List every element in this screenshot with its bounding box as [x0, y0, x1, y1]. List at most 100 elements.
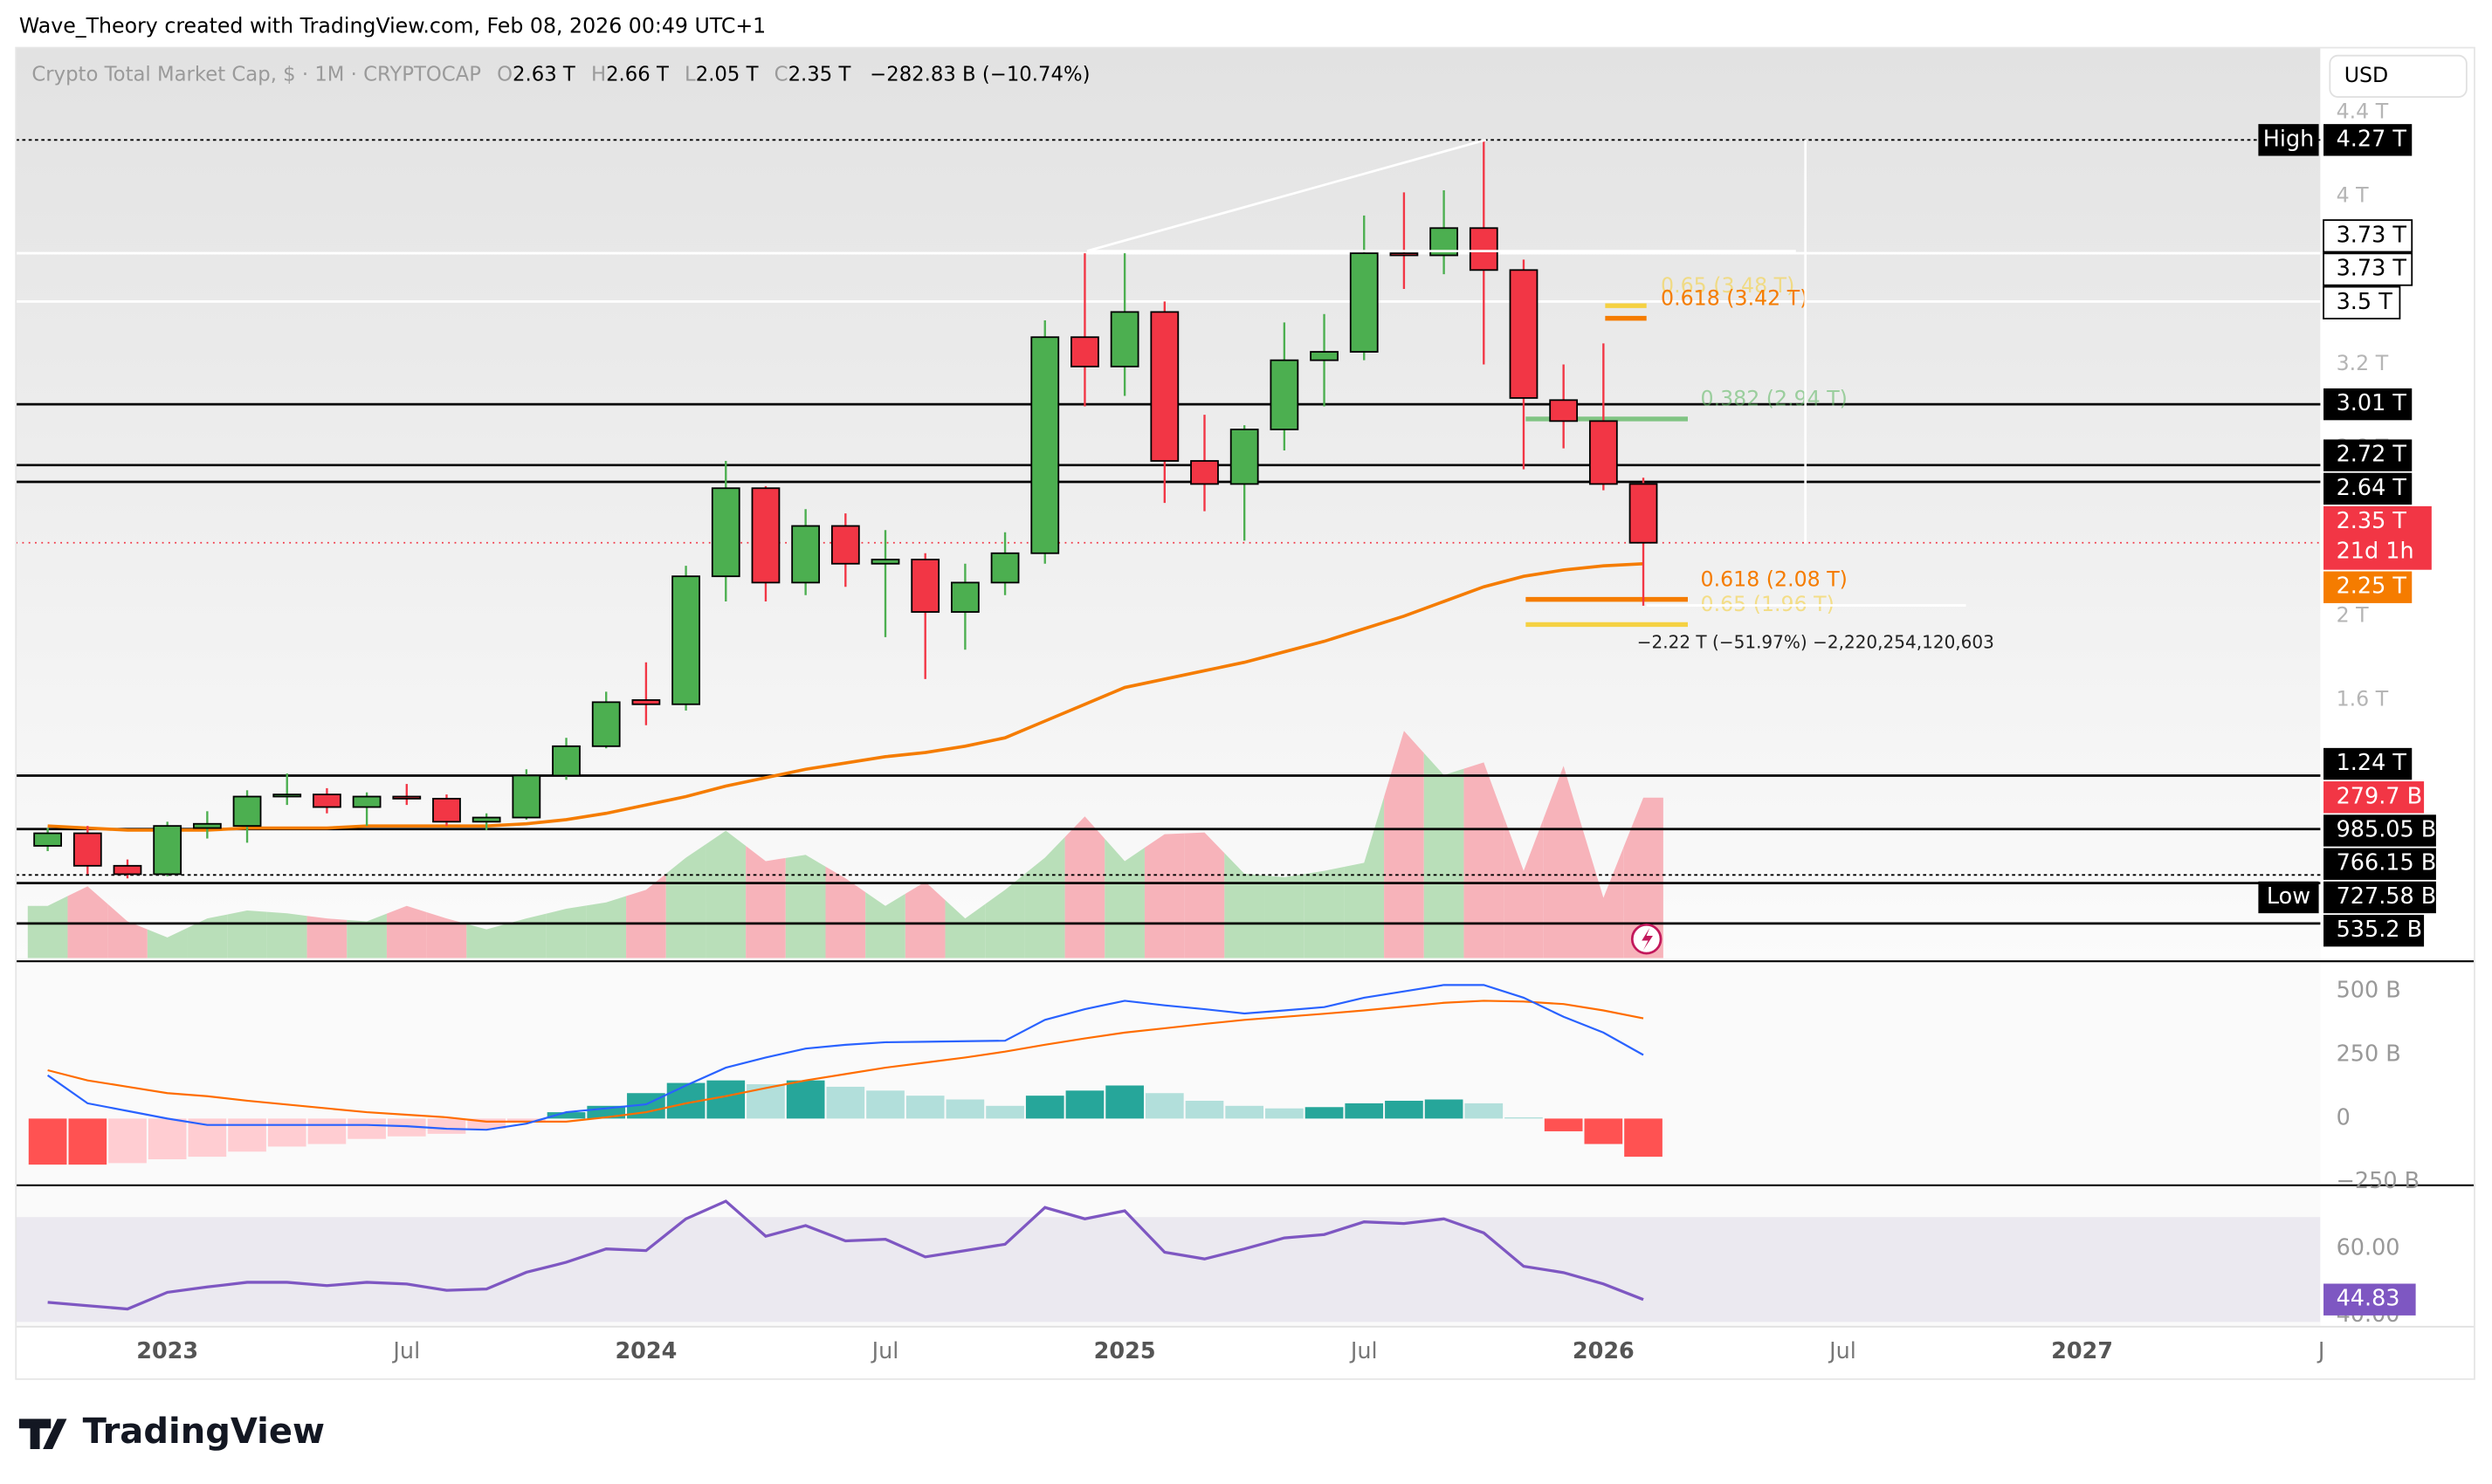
volume-area — [227, 910, 267, 958]
volume-area — [1543, 766, 1584, 958]
macd-histogram-bar — [786, 1080, 825, 1119]
candle-body — [830, 525, 860, 565]
price-tag-label: 766.15 B — [2337, 850, 2437, 876]
volume-area — [985, 873, 1025, 958]
macd-histogram-bar — [905, 1096, 945, 1119]
x-tick-label: Jul — [1349, 1338, 1378, 1364]
y-tick-label: −250 B — [2337, 1168, 2420, 1194]
price-tag-label: 3.73 T — [2337, 222, 2407, 248]
rsi-tag-label: 44.83 — [2337, 1286, 2400, 1312]
volume-area — [1224, 853, 1265, 958]
candle-body — [711, 487, 740, 578]
price-tag — [2323, 124, 2413, 156]
change: −282.83 B (−10.74%) — [870, 63, 1090, 86]
price-tag-label: 279.7 B — [2337, 783, 2422, 809]
macd-histogram-bar — [427, 1118, 466, 1134]
price-tag — [2323, 505, 2432, 570]
volume-area — [825, 866, 866, 958]
y-tick-label: 0 — [2337, 1104, 2351, 1130]
volume-area — [1384, 731, 1424, 958]
ema-line — [47, 561, 1644, 832]
rsi-line — [47, 1199, 1644, 1311]
extreme-tag — [2258, 881, 2319, 914]
candle-body — [1110, 311, 1139, 368]
macd-histogram-bar — [507, 1118, 546, 1122]
y-tick-label: 4 T — [2337, 183, 2370, 208]
volume-area — [1144, 833, 1185, 958]
volume-area — [1423, 752, 1464, 958]
volume-area — [27, 896, 68, 958]
macd-histogram-bar — [1584, 1118, 1623, 1144]
fib-label: 0.618 (2.08 T) — [1701, 567, 1848, 591]
extreme-tag-label: Low — [2267, 883, 2310, 910]
candle-body — [911, 559, 940, 613]
measure-label: −2.22 T (−51.97%) −2,220,254,120,603 — [1637, 632, 1994, 653]
candle-body — [990, 552, 1020, 584]
price-tag-label: 2.64 T — [2337, 475, 2407, 501]
price-tag — [2323, 571, 2413, 603]
macd-histogram-bar — [1385, 1100, 1423, 1119]
candle-body — [1030, 336, 1060, 554]
ohlc-value: 2.35 T — [788, 63, 851, 86]
price-tag — [2323, 219, 2413, 253]
macd-histogram-bar — [467, 1118, 506, 1130]
main-pane — [16, 47, 2321, 962]
candle-body — [153, 825, 182, 876]
price-tag — [2323, 285, 2401, 319]
macd-histogram-bar — [826, 1086, 865, 1119]
candle-body — [1588, 420, 1618, 485]
macd-histogram-bar — [307, 1118, 347, 1144]
currency-button[interactable] — [2329, 54, 2468, 98]
candle-body — [1349, 252, 1379, 353]
volume-area — [347, 913, 387, 958]
extreme-tag — [2258, 124, 2319, 156]
volume-area — [785, 855, 826, 958]
trend-line — [1086, 138, 1487, 252]
signal-line — [47, 1000, 1644, 1123]
currency-label[interactable]: USD — [2344, 63, 2389, 87]
volume-area — [706, 830, 747, 958]
candle-body — [1190, 460, 1219, 485]
macd-histogram-bar — [1504, 1116, 1543, 1119]
price-tag-label: 727.58 B — [2337, 883, 2437, 910]
candle-body — [472, 816, 501, 823]
candle-body — [1389, 252, 1419, 257]
volume-area — [147, 928, 188, 958]
price-tag — [2323, 388, 2413, 421]
volume-area — [546, 905, 587, 958]
price-tag-label: 3.5 T — [2337, 289, 2393, 315]
candle-body — [192, 822, 222, 829]
macd-histogram-bar — [747, 1084, 785, 1119]
volume-area — [466, 924, 507, 958]
macd-histogram-bar — [1185, 1100, 1224, 1119]
logo-text: TradingView — [83, 1412, 325, 1452]
candle-body — [1469, 227, 1498, 271]
volume-area — [865, 891, 905, 958]
y-tick-label: 3.2 T — [2337, 351, 2389, 375]
price-tag-label: 985.05 B — [2337, 817, 2437, 843]
ohlc-value: 2.66 T — [606, 63, 669, 86]
ohlc-value: 2.05 T — [696, 63, 759, 86]
candle-body — [352, 795, 382, 808]
macd-histogram-bar — [228, 1118, 266, 1152]
x-tick-label: 2026 — [1573, 1338, 1635, 1364]
legend: Crypto Total Market Cap, $ · 1M · CRYPTO… — [31, 63, 1090, 86]
ohlc-value: 2.63 T — [513, 63, 575, 86]
frame — [15, 46, 2475, 1380]
volume-area — [1304, 867, 1345, 958]
candle-body — [432, 797, 461, 823]
macd-histogram-bar — [1265, 1108, 1304, 1119]
macd-histogram-bar — [1225, 1105, 1264, 1119]
volume-area — [1344, 796, 1385, 958]
event-icon-bolt — [1642, 927, 1653, 951]
x-tick-label: Jul — [871, 1338, 899, 1364]
volume-area — [386, 905, 427, 958]
ohlc-key: C — [774, 63, 788, 86]
price-tag-label: 3.01 T — [2337, 390, 2407, 416]
volume-area — [506, 913, 547, 958]
volume-area — [905, 882, 946, 958]
x-tick-label: 2027 — [2051, 1338, 2113, 1364]
volume-area — [67, 886, 108, 958]
macd-histogram-bar — [1145, 1093, 1184, 1119]
